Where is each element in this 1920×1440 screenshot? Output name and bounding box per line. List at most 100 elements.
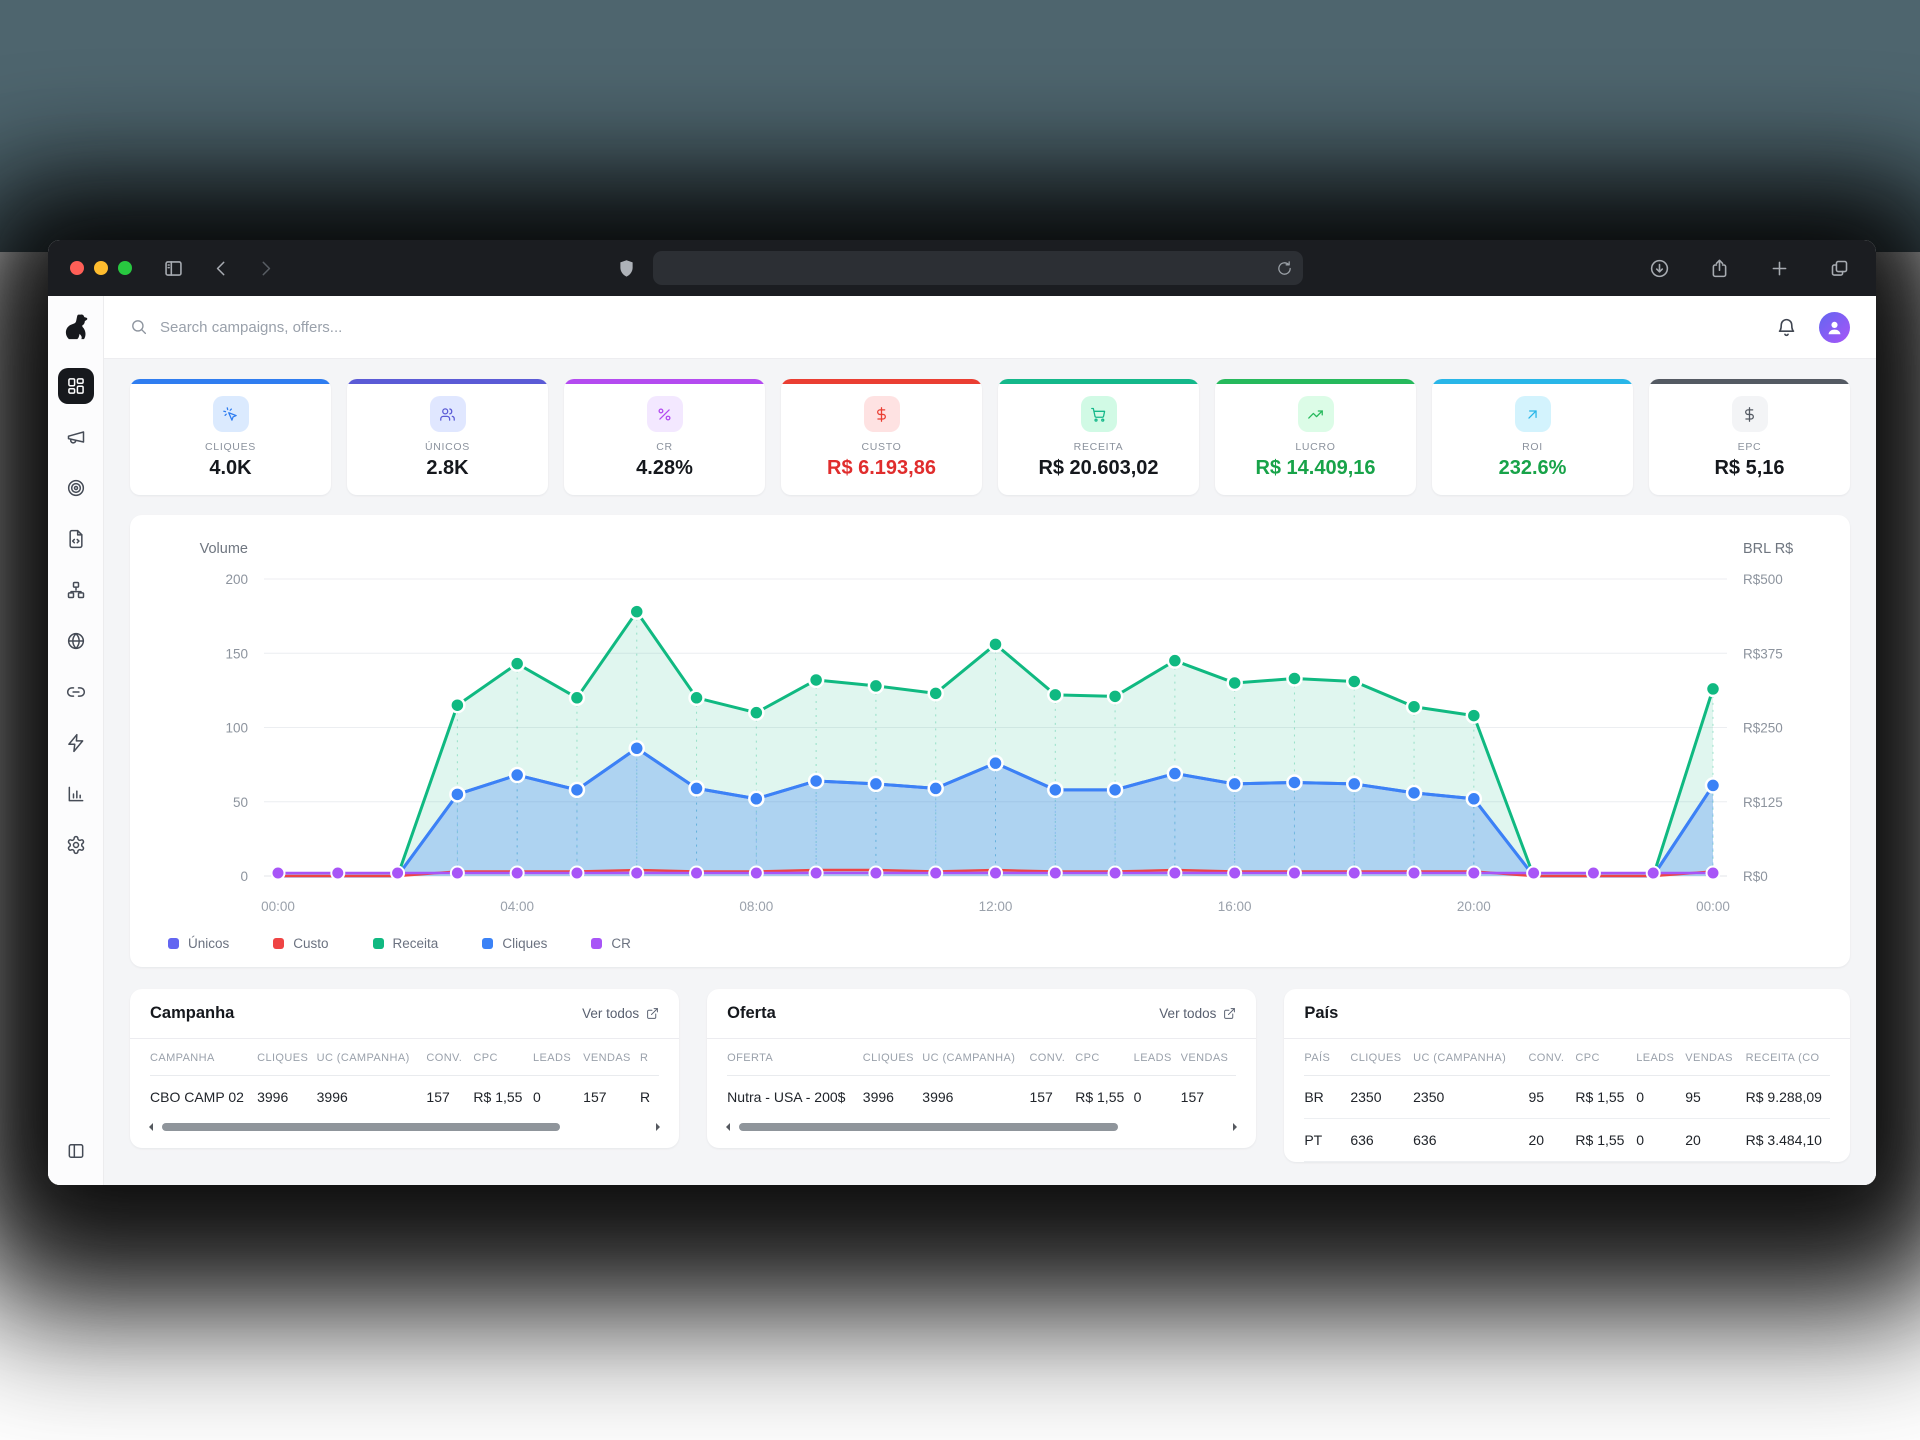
- kpi-accent-bar: [1432, 379, 1633, 384]
- zoom-window-button[interactable]: [118, 261, 132, 275]
- legend-item-receita[interactable]: Receita: [372, 936, 439, 951]
- kpi-card-lucro: LUCRO R$ 14.409,16: [1215, 379, 1416, 495]
- tab-overview-icon[interactable]: [1824, 253, 1854, 283]
- table-row[interactable]: Nutra - USA - 200$ 3996 3996 157 R$ 1,55 0 157: [727, 1076, 1236, 1119]
- table-row[interactable]: CBO CAMP 02 3996 3996 157 R$ 1,55 0 157 R: [150, 1076, 659, 1119]
- table-cell: 95: [1685, 1075, 1746, 1119]
- external-link-icon: [1223, 1007, 1236, 1020]
- new-tab-icon[interactable]: [1764, 253, 1794, 283]
- arrow-up-right-icon: [1514, 396, 1551, 432]
- table-cell: R$ 3.484,10: [1745, 1118, 1830, 1162]
- kpi-accent-bar: [781, 379, 982, 384]
- kpi-accent-bar: [347, 379, 548, 384]
- legend-item-custo[interactable]: Custo: [273, 936, 329, 951]
- table-cell: 157: [1029, 1089, 1053, 1105]
- scrollbar-thumb[interactable]: [162, 1123, 560, 1131]
- sidebar-item-megaphone[interactable]: [58, 419, 94, 455]
- column-header: CONV.: [1528, 1039, 1576, 1076]
- sidebar-item-zap[interactable]: [58, 725, 94, 761]
- sidebar-item-dashboard[interactable]: [57, 368, 94, 404]
- svg-text:R$250: R$250: [1743, 721, 1783, 736]
- table-card-oferta: Oferta Ver todos OFERTA CLIQUES UC (CAMPANHA…: [707, 989, 1257, 1148]
- column-header: R: [640, 1039, 660, 1076]
- kpi-value: 4.28%: [636, 457, 693, 479]
- column-header: LEADS: [533, 1039, 584, 1076]
- horizontal-scrollbar: [146, 1120, 663, 1134]
- kpi-accent-bar: [1215, 379, 1416, 384]
- ver-todos-link-oferta[interactable]: Ver todos: [1159, 1006, 1236, 1021]
- legend-item-cliques[interactable]: Cliques: [482, 936, 547, 951]
- dashboard-main: CLIQUES 4.0K ÚNICOS 2.8K CR 4.28% CUSTO R$ 6.19…: [104, 359, 1876, 1185]
- minimize-window-button[interactable]: [94, 261, 108, 275]
- kpi-label: CLIQUES: [205, 441, 256, 453]
- kpi-label: LUCRO: [1295, 441, 1336, 453]
- legend-swatch: [168, 938, 179, 949]
- legend-item-nicos[interactable]: Únicos: [168, 936, 229, 951]
- scrollbar-thumb[interactable]: [739, 1123, 1118, 1131]
- column-header: CAMPANHA: [150, 1039, 258, 1076]
- forward-button[interactable]: [250, 253, 280, 283]
- scroll-right-icon[interactable]: [1230, 1122, 1240, 1132]
- legend-swatch: [372, 938, 384, 949]
- table-row[interactable]: PT 636 636 20 R$ 1,55 0 20 R$ 3.484,10: [1304, 1118, 1830, 1162]
- sidebar-item-file-code[interactable]: [58, 521, 94, 557]
- traffic-chart-card: 0 R$0 50 R$125 100 R$250 150 R$375 200 R$500 Volum…: [130, 515, 1850, 967]
- sidebar-item-sitemap[interactable]: [58, 572, 94, 608]
- svg-text:R$0: R$0: [1743, 869, 1768, 884]
- browser-sidebar-toggle-icon[interactable]: [158, 253, 188, 283]
- scrollbar-track[interactable]: [739, 1123, 1224, 1131]
- kpi-value: R$ 20.603,02: [1038, 457, 1159, 479]
- sidebar-item-globe[interactable]: [58, 623, 94, 659]
- kpi-label: EPC: [1737, 441, 1762, 453]
- downloads-icon[interactable]: [1644, 253, 1674, 283]
- app-logo-dog: [48, 296, 103, 358]
- sidebar-collapse-button[interactable]: [58, 1133, 94, 1169]
- kpi-card-cliques: CLIQUES 4.0K: [130, 379, 331, 495]
- scrollbar-track[interactable]: [162, 1123, 647, 1131]
- scroll-left-icon[interactable]: [146, 1122, 156, 1132]
- scroll-right-icon[interactable]: [653, 1122, 663, 1132]
- notifications-bell-icon[interactable]: [1776, 317, 1797, 338]
- address-bar[interactable]: [653, 251, 1303, 285]
- back-button[interactable]: [206, 253, 236, 283]
- scroll-left-icon[interactable]: [723, 1122, 733, 1132]
- legend-label: Cliques: [502, 936, 548, 951]
- table-cell: 2350: [1413, 1075, 1529, 1119]
- table-cell: 636: [1413, 1118, 1529, 1162]
- column-header: VENDAS: [583, 1039, 640, 1076]
- table-cell: 0: [1133, 1089, 1142, 1105]
- table-cell: 636: [1350, 1118, 1414, 1162]
- sidebar-item-link[interactable]: [58, 674, 94, 710]
- legend-label: Receita: [392, 936, 439, 951]
- kpi-value: 2.8K: [426, 457, 469, 479]
- column-header: RECEITA (CO: [1745, 1039, 1830, 1076]
- user-avatar[interactable]: [1819, 311, 1850, 343]
- column-header: CLIQUES: [862, 1039, 923, 1076]
- chart-legend: Únicos Custo Receita Cliques CR: [154, 928, 1826, 953]
- sidebar-item-settings[interactable]: [58, 827, 94, 863]
- search-input[interactable]: [160, 318, 660, 336]
- dollar-icon: [1731, 396, 1768, 432]
- table-cell: 0: [1636, 1075, 1686, 1119]
- ver-todos-label: Ver todos: [582, 1006, 640, 1021]
- table-row[interactable]: BR 2350 2350 95 R$ 1,55 0 95 R$ 9.288,09: [1304, 1075, 1830, 1119]
- percent-icon: [646, 396, 683, 432]
- table-cell: 3996: [862, 1089, 894, 1105]
- column-header: UC (CAMPANHA): [922, 1039, 1030, 1076]
- sidebar-item-target[interactable]: [58, 470, 94, 506]
- legend-label: Únicos: [188, 936, 230, 951]
- svg-text:150: 150: [225, 646, 248, 661]
- reload-icon[interactable]: [1276, 260, 1293, 277]
- ver-todos-link-campanha[interactable]: Ver todos: [582, 1006, 659, 1021]
- table-cell: CBO CAMP 02: [150, 1089, 244, 1105]
- browser-toolbar: [48, 240, 1876, 296]
- close-window-button[interactable]: [70, 261, 84, 275]
- table-cell: 0: [533, 1089, 541, 1105]
- table-cell: 95: [1528, 1075, 1576, 1119]
- horizontal-scrollbar: [723, 1120, 1240, 1134]
- kpi-card-roi: ROI 232.6%: [1432, 379, 1633, 495]
- kpi-accent-bar: [130, 379, 331, 384]
- sidebar-item-bar-chart[interactable]: [58, 776, 94, 812]
- legend-item-cr[interactable]: CR: [591, 936, 631, 951]
- share-icon[interactable]: [1704, 253, 1734, 283]
